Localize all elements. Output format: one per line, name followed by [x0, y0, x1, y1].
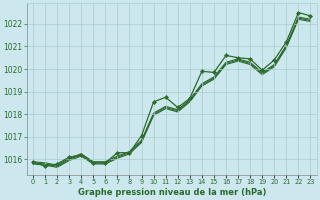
- X-axis label: Graphe pression niveau de la mer (hPa): Graphe pression niveau de la mer (hPa): [77, 188, 266, 197]
